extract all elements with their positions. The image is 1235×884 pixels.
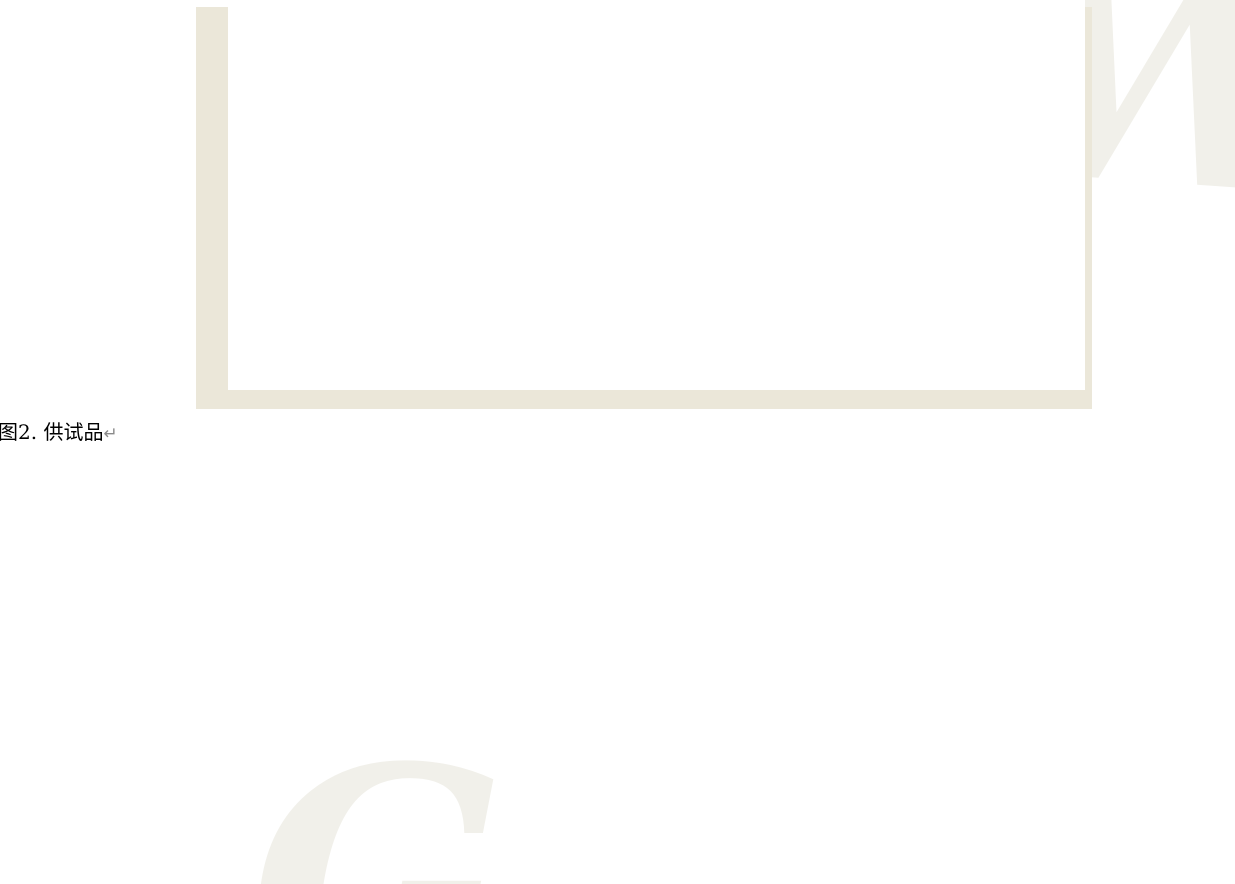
figure-caption-text: 图2. 供试品: [0, 420, 104, 444]
paragraph-return-mark: ↵: [103, 424, 118, 444]
watermark-letter-g: G: [250, 701, 507, 884]
figure-caption: 图2. 供试品↵: [0, 416, 118, 445]
chart-background: [228, 0, 1085, 390]
standard-chromatogram-svg: [196, 0, 1092, 409]
standard-chromatogram: [196, 0, 1108, 413]
